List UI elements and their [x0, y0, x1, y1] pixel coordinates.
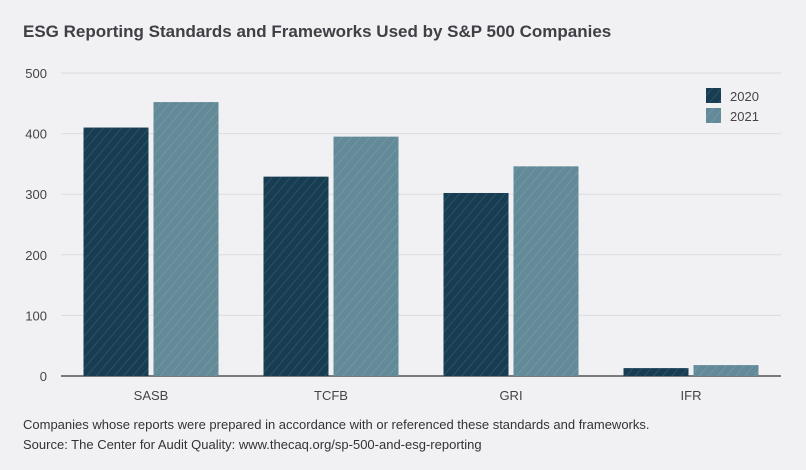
y-tick-label: 300 [25, 187, 47, 202]
bar-hatch [263, 176, 329, 376]
chart-caption: Companies whose reports were prepared in… [23, 417, 650, 432]
legend-label: 2020 [730, 89, 759, 104]
legend-swatch-hatch [706, 108, 721, 123]
bar-hatch [333, 136, 399, 376]
y-tick-label: 400 [25, 127, 47, 142]
chart-title: ESG Reporting Standards and Frameworks U… [23, 22, 612, 41]
bar-hatch [153, 102, 219, 376]
legend-swatch-hatch [706, 88, 721, 103]
chart-source: Source: The Center for Audit Quality: ww… [23, 437, 482, 452]
y-tick-label: 200 [25, 248, 47, 263]
bar-hatch [693, 365, 759, 376]
legend-label: 2021 [730, 109, 759, 124]
x-tick-label: GRI [499, 388, 522, 403]
y-tick-label: 500 [25, 66, 47, 81]
x-tick-label: TCFB [314, 388, 348, 403]
y-tick-label: 0 [40, 369, 47, 384]
bar-hatch [83, 127, 149, 376]
bar-hatch [623, 368, 689, 376]
x-tick-label: IFR [681, 388, 702, 403]
y-tick-label: 100 [25, 308, 47, 323]
x-tick-label: SASB [134, 388, 169, 403]
bar-hatch [513, 166, 579, 376]
bar-hatch [443, 192, 509, 376]
